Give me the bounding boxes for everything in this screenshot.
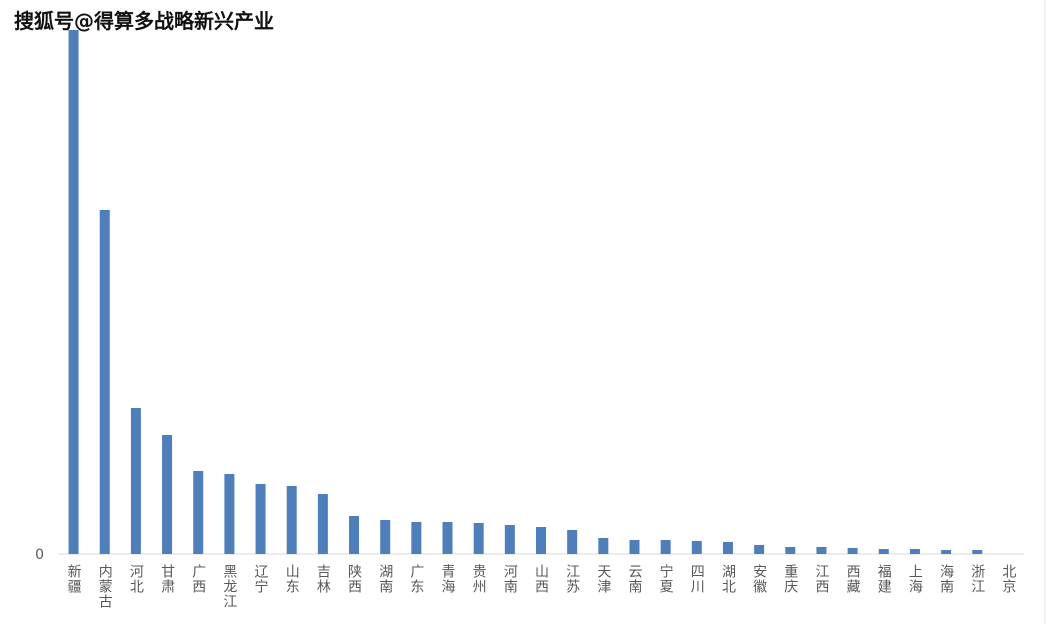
x-tick-label: 广西 [190,564,206,594]
bar [380,520,391,554]
x-tick-label: 河北 [128,564,144,594]
x-tick-label: 海南 [938,564,954,594]
bar [504,525,515,554]
x-tick-label: 青海 [440,564,456,594]
bar [442,522,453,554]
x-tick-label: 内蒙古 [97,564,113,609]
bar [847,548,858,554]
bar [598,538,609,554]
bar [567,530,578,554]
x-tick-label: 天津 [595,564,611,594]
bar [691,541,702,554]
bar [193,471,204,554]
bar [722,542,733,554]
x-tick-label: 广东 [408,564,424,594]
x-tick-label: 浙江 [969,564,985,594]
y-tick-label: 0 [35,547,44,563]
bar [317,494,328,554]
bar [473,523,484,554]
bar [878,549,889,554]
bar [629,540,640,554]
x-tick-label: 辽宁 [253,564,269,594]
x-tick-label: 福建 [876,564,892,594]
x-tick-label: 山西 [533,564,549,594]
bar [130,408,141,554]
bar [68,30,79,554]
watermark: 搜狐号@得算多战略新兴产业 [14,9,274,33]
x-tick-label: 山东 [284,564,300,594]
bar [349,516,360,554]
x-tick-label: 吉林 [315,564,331,594]
x-tick-label: 湖南 [377,564,393,594]
x-tick-label: 甘肃 [159,564,175,594]
x-tick-label: 新疆 [66,564,82,594]
x-tick-label: 重庆 [782,564,798,594]
x-tick-label: 河南 [502,564,518,594]
bar [286,486,297,554]
x-tick-label: 黑龙江 [221,564,237,609]
x-tick-label: 江西 [813,564,829,594]
x-tick-label: 安徽 [751,564,767,594]
x-tick-label: 上海 [907,564,923,594]
bar [785,547,796,554]
bar [224,474,235,554]
x-tick-label: 湖北 [720,564,736,594]
x-tick-label: 贵州 [471,564,487,594]
bar [99,210,110,554]
x-tick-label: 北京 [1000,564,1016,594]
x-tick-label: 四川 [689,564,705,594]
bar [411,522,422,554]
bar [660,540,671,554]
bar [754,545,765,554]
x-tick-label: 宁夏 [658,563,674,594]
bar [162,435,173,554]
bar [816,547,827,554]
bar [909,549,920,554]
bar [972,550,983,554]
bar [255,484,266,554]
x-tick-label: 陕西 [346,564,362,594]
bar [536,527,546,554]
x-tick-label: 江苏 [564,564,580,594]
x-tick-label: 云南 [626,564,642,594]
bar [941,550,952,554]
x-tick-label: 西藏 [845,564,861,594]
